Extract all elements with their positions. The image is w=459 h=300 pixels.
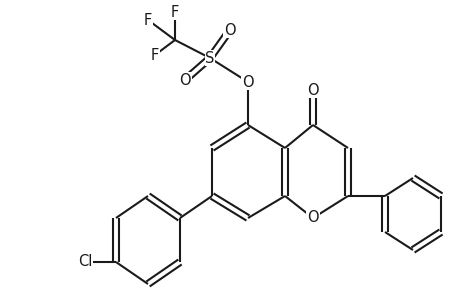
Text: Cl: Cl <box>78 254 92 269</box>
Text: O: O <box>307 82 318 98</box>
Text: O: O <box>179 73 190 88</box>
Text: F: F <box>170 4 179 20</box>
Text: F: F <box>144 13 152 28</box>
Text: O: O <box>241 74 253 89</box>
Text: F: F <box>151 47 159 62</box>
Text: S: S <box>205 50 214 65</box>
Text: O: O <box>307 211 318 226</box>
Text: O: O <box>224 22 235 38</box>
